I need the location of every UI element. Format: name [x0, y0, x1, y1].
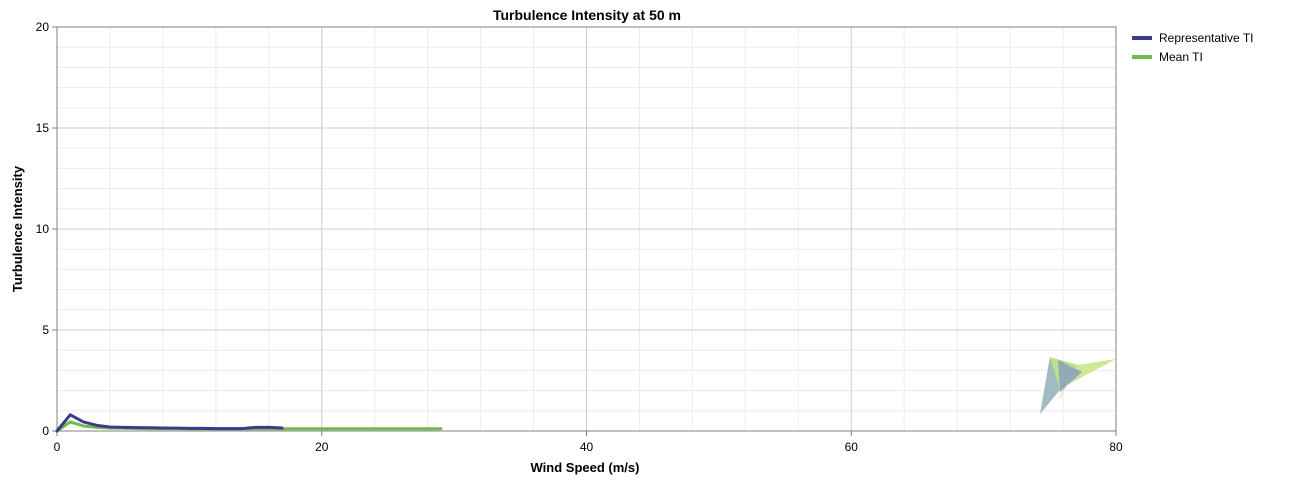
chart-title: Turbulence Intensity at 50 m	[493, 7, 681, 23]
x-tick-label: 60	[845, 440, 859, 454]
legend-label: Mean TI	[1159, 50, 1203, 64]
y-tick-label: 15	[36, 121, 50, 135]
x-axis-title: Wind Speed (m/s)	[531, 460, 640, 475]
x-tick-label: 40	[580, 440, 594, 454]
vendor-logo-watermark	[1040, 357, 1116, 414]
x-tick-label: 80	[1109, 440, 1123, 454]
x-tick-label: 20	[315, 440, 329, 454]
axes	[52, 26, 1117, 436]
legend: Representative TI Mean TI	[1132, 31, 1254, 64]
series-group	[55, 413, 443, 433]
series-line-representative-ti	[55, 413, 284, 433]
y-tick-label: 20	[36, 20, 50, 34]
y-axis-title: Turbulence Intensity	[10, 165, 25, 292]
grid	[56, 26, 1117, 432]
y-tick-label: 0	[42, 424, 49, 438]
plot-border	[56, 26, 1117, 432]
y-tick-label: 10	[36, 222, 50, 236]
x-tick-label: 0	[54, 440, 61, 454]
tick-labels: 0 20 40 60 80 0 5 10 15 20	[36, 20, 1123, 454]
legend-label: Representative TI	[1159, 31, 1254, 45]
y-tick-label: 5	[42, 323, 49, 337]
